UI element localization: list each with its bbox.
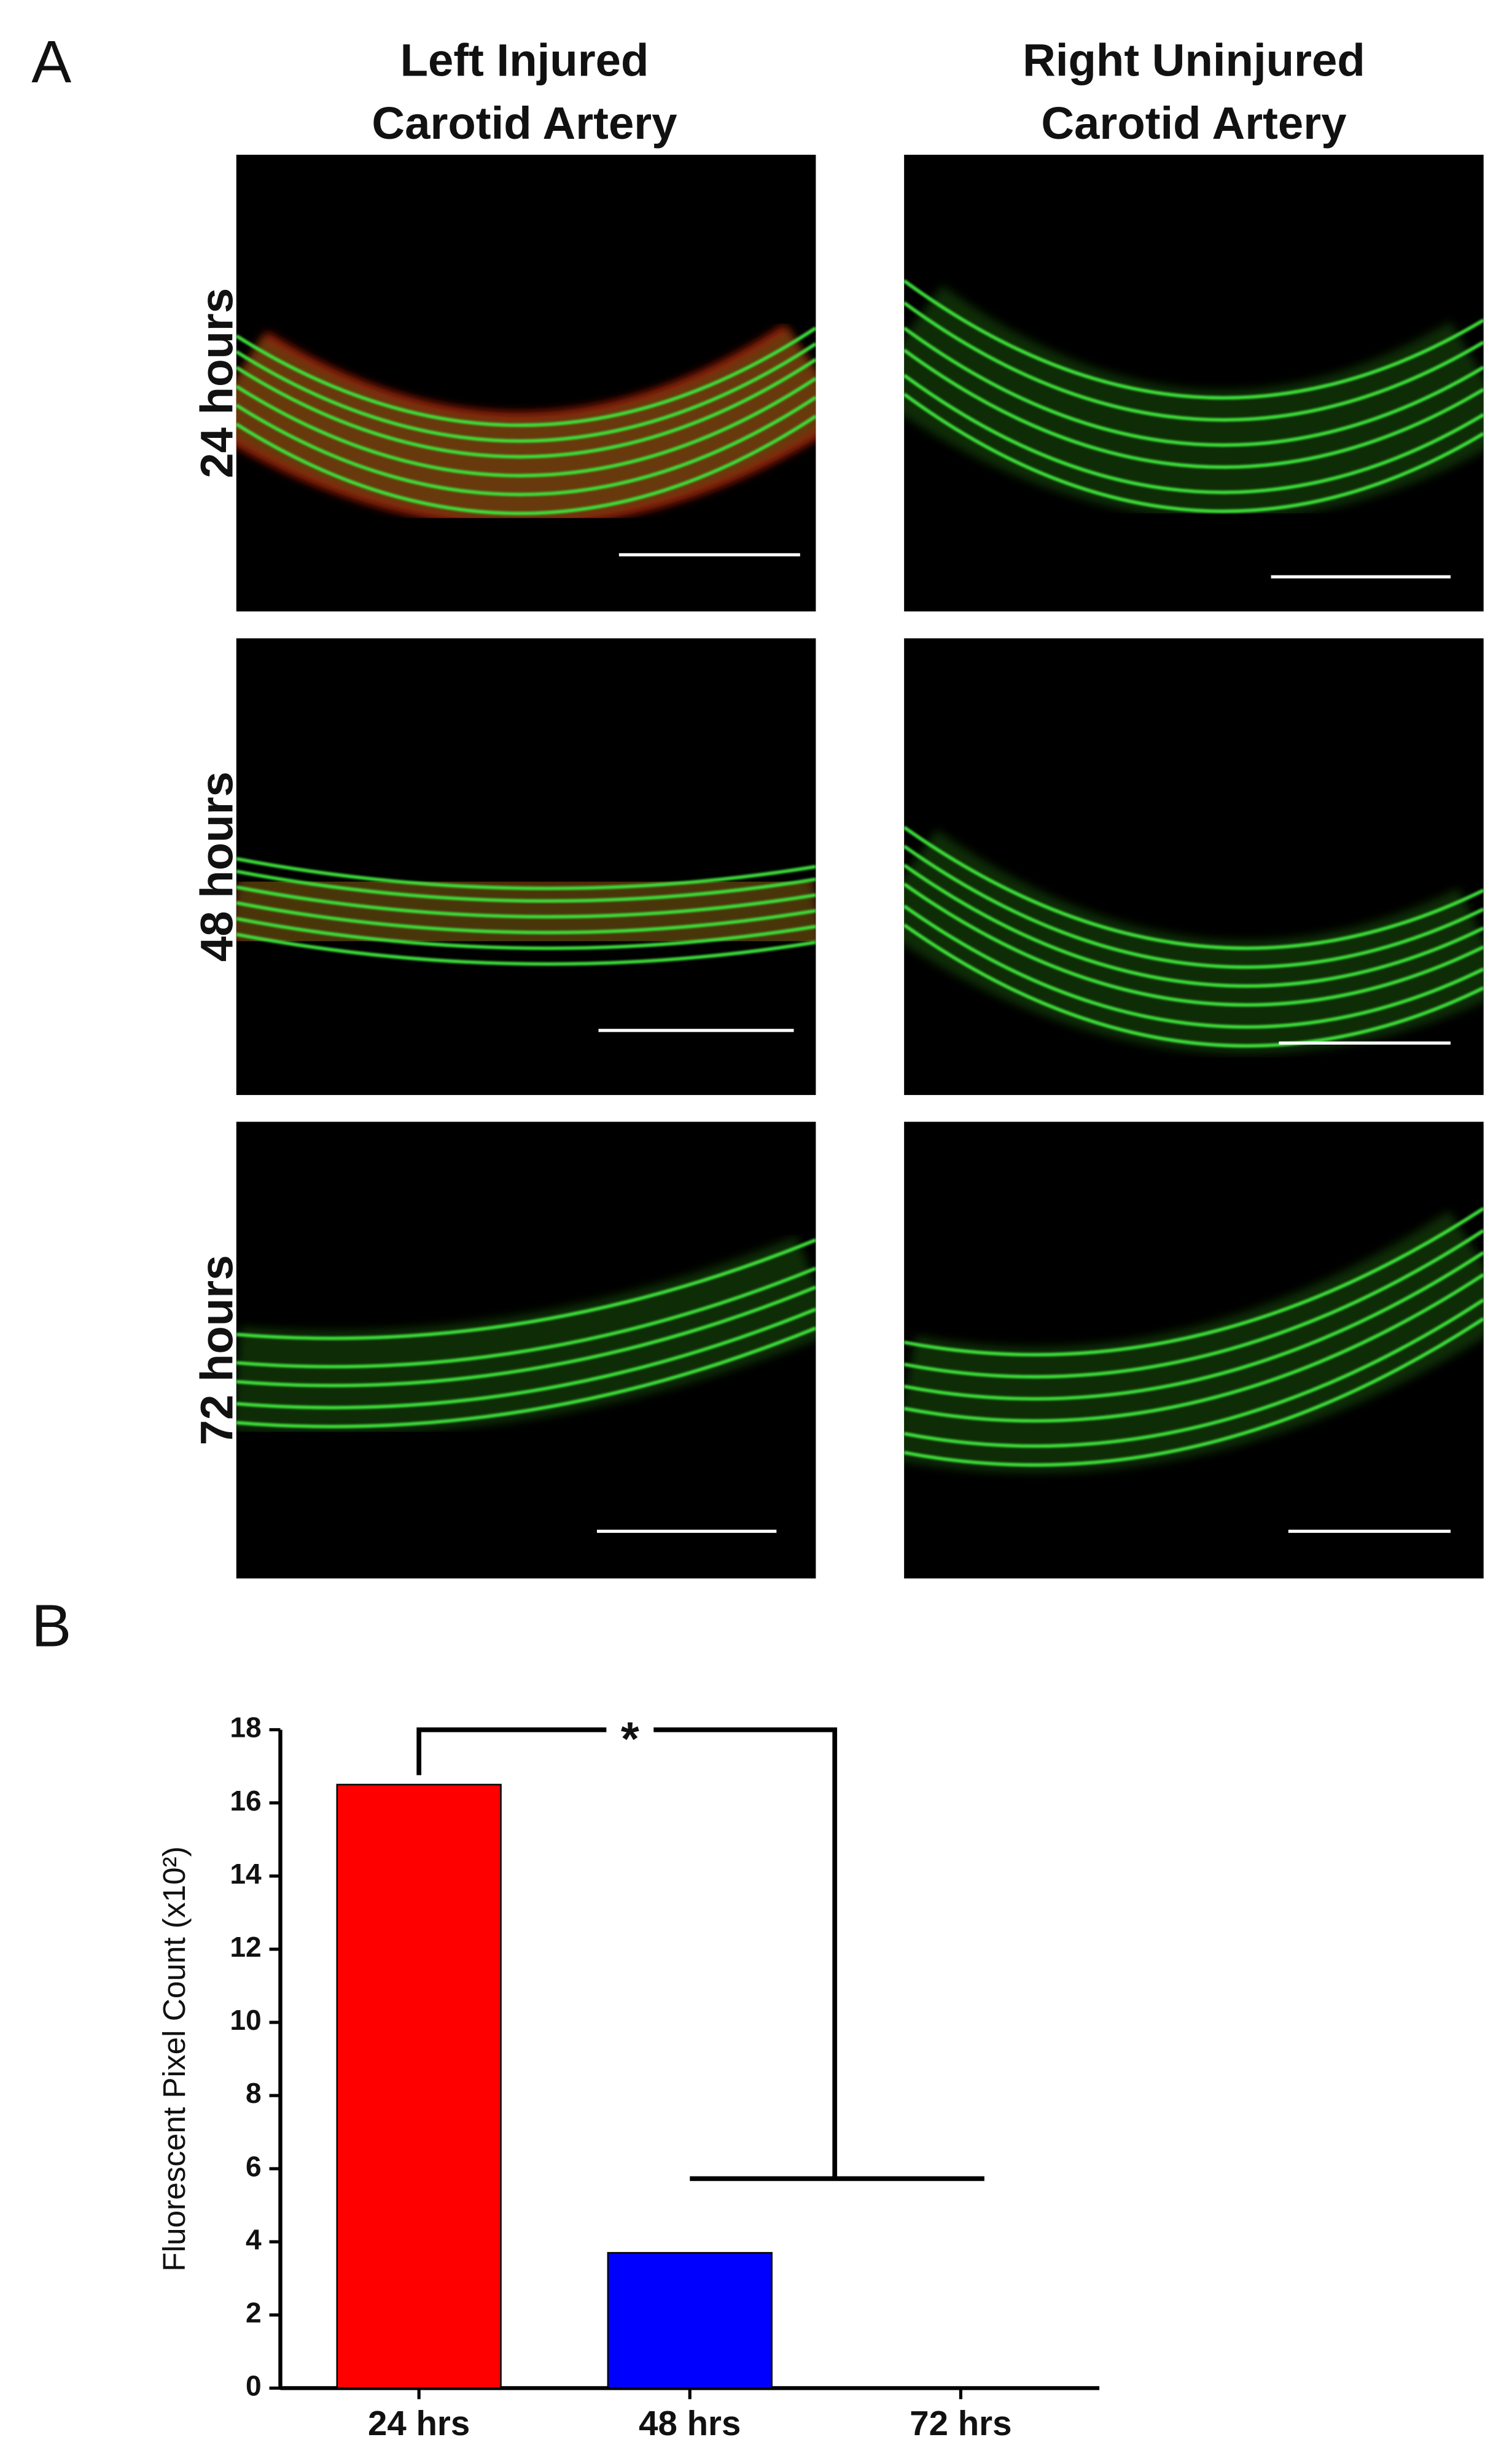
x-tick-label: 48 hrs: [639, 2404, 741, 2443]
elastic-lamina: [236, 376, 816, 478]
micrograph: [904, 1121, 1484, 1579]
elastic-lamina: [904, 1273, 1484, 1423]
micrograph: [236, 1121, 816, 1579]
y-tick-label: 14: [230, 1858, 262, 1890]
y-tick-label: 8: [246, 2077, 262, 2109]
panel-label: B: [31, 1593, 71, 1659]
micrograph: [236, 154, 816, 612]
panel-label: A: [31, 28, 71, 95]
x-tick-label: 24 hrs: [368, 2404, 470, 2443]
elastic-lamina: [236, 1238, 816, 1340]
micrograph: [904, 154, 1484, 612]
elastic-lamina: [236, 932, 816, 966]
elastic-lamina: [236, 1326, 816, 1429]
y-tick-label: 12: [230, 1931, 261, 1963]
bracket-gap: [606, 1717, 654, 1742]
column-title: Carotid Artery: [1041, 98, 1346, 149]
elastic-lamina: [236, 857, 816, 891]
elastic-lamina: [236, 396, 816, 497]
y-tick-label: 18: [230, 1712, 261, 1744]
elastic-lamina: [236, 1285, 816, 1387]
micrographs: [236, 154, 1484, 1579]
green-haze: [236, 329, 816, 521]
row-label: 48 hours: [192, 771, 243, 962]
elastic-lamina: [904, 1317, 1484, 1467]
y-tick-label: 2: [246, 2297, 262, 2329]
micrograph: [904, 638, 1484, 1095]
elastic-lamina: [904, 348, 1484, 469]
bar-chart: 0 2 4 6 8 10 12 14 16 18 Fluorescent Pixel Count (…: [157, 1712, 1100, 2443]
bar: [336, 1784, 502, 2389]
elastic-lamina: [904, 326, 1484, 447]
elastic-lamina: [236, 326, 816, 427]
elastic-lamina: [236, 885, 816, 919]
elastic-lamina: [904, 923, 1484, 1048]
elastic-lamina: [904, 1251, 1484, 1401]
elastic-lamina: [236, 916, 816, 950]
green-haze: [236, 851, 816, 972]
column-title: Right Uninjured: [1023, 35, 1365, 86]
column-title: Left Injured: [400, 35, 649, 86]
y-axis-label: Fluorescent Pixel Count (x10²): [157, 1846, 192, 2272]
y-tick-label: 6: [246, 2150, 262, 2182]
elastic-lamina: [904, 1207, 1484, 1357]
significance-marker: *: [621, 1713, 639, 1766]
elastic-lamina: [904, 301, 1484, 422]
elastic-lamina: [904, 864, 1484, 988]
elastic-lamina: [904, 1229, 1484, 1379]
bar: [607, 2252, 773, 2389]
green-haze: [904, 285, 1484, 520]
green-haze: [236, 1236, 816, 1435]
row-label: 24 hours: [192, 288, 243, 478]
y-tick-label: 16: [230, 1785, 261, 1817]
column-title: Carotid Artery: [372, 98, 677, 149]
y-tick-label: 0: [246, 2370, 262, 2402]
elastic-lamina: [236, 415, 816, 515]
x-tick-label: 72 hrs: [910, 2404, 1011, 2443]
green-haze: [904, 830, 1484, 1054]
y-tick-label: 4: [246, 2223, 262, 2255]
elastic-lamina: [904, 904, 1484, 1029]
green-haze: [904, 1211, 1484, 1473]
significance-bracket: [416, 1727, 984, 2181]
elastic-lamina: [236, 1308, 816, 1409]
elastic-lamina: [904, 392, 1484, 513]
elastic-lamina: [904, 844, 1484, 969]
elastic-lamina: [904, 373, 1484, 494]
elastic-lamina: [236, 870, 816, 903]
elastic-lamina: [904, 882, 1484, 1007]
y-tick-label: 10: [230, 2004, 261, 2036]
micrograph: [236, 638, 816, 1095]
elastic-lamina: [904, 1298, 1484, 1448]
elastic-lamina: [904, 825, 1484, 950]
row-label: 72 hours: [192, 1255, 243, 1445]
elastic-lamina: [904, 279, 1484, 400]
elastic-lamina: [236, 901, 816, 935]
elastic-lamina: [236, 1266, 816, 1369]
elastic-lamina: [236, 342, 816, 443]
elastic-lamina: [236, 357, 816, 459]
